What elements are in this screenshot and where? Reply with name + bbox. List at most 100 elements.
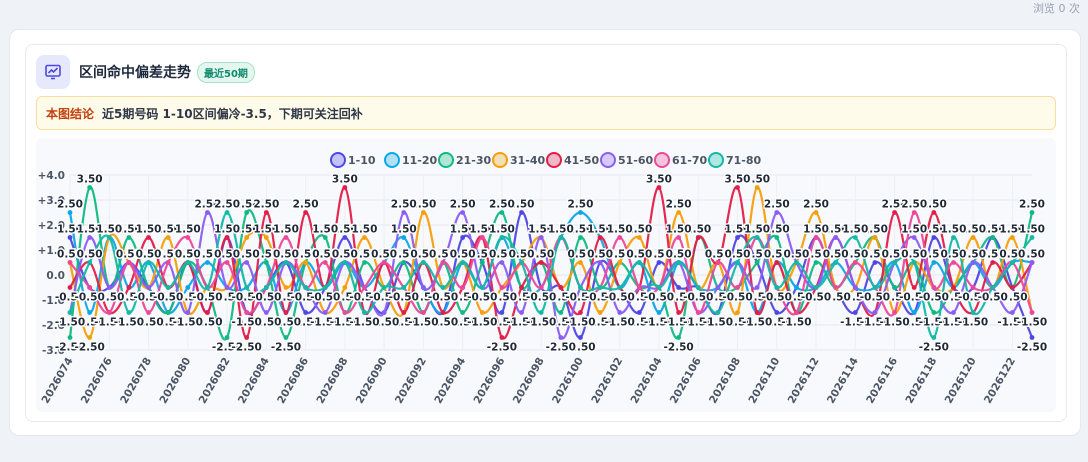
data-point [342,310,348,315]
data-label: -0.50 [349,292,379,304]
x-tick-label: 2026118 [903,356,939,406]
data-label: -1.50 [624,317,654,329]
data-label: 1.50 [842,224,868,236]
data-label: 1.50 [960,224,986,236]
data-point [303,310,308,315]
data-label: 1.50 [980,224,1006,236]
data-point [833,235,839,240]
data-label: -0.50 [133,292,163,304]
data-label: -0.50 [408,292,438,304]
data-label: -1.50 [722,317,752,329]
data-point [165,235,171,240]
data-point [244,235,250,240]
data-label: -0.50 [958,292,988,304]
data-label: -1.50 [585,317,615,329]
data-point [990,235,996,240]
data-point [735,185,740,190]
data-label: -0.50 [840,292,870,304]
data-point [440,310,446,315]
data-label: -2.50 [1017,342,1047,354]
data-point [519,210,524,215]
data-label: -0.50 [997,292,1027,304]
data-label: -1.50 [565,317,595,329]
data-label: 0.50 [450,249,476,261]
data-label: 1.50 [548,224,574,236]
data-label: -1.50 [448,317,478,329]
data-point [538,310,544,315]
data-label: -0.50 [585,292,615,304]
data-point [1009,260,1015,265]
data-label: 0.50 [764,249,790,261]
data-label: -0.50 [290,292,320,304]
data-point [165,310,171,315]
data-point [774,210,780,215]
data-point [283,235,289,240]
data-label: 1.50 [332,224,358,236]
data-point [165,285,171,290]
data-label: 2.50 [57,199,83,211]
data-label: 0.50 [528,249,554,261]
data-label: -1.50 [428,317,458,329]
data-label: -1.50 [55,317,85,329]
data-label: 0.50 [194,249,220,261]
data-label: 0.50 [116,249,142,261]
data-label: -1.50 [663,317,693,329]
data-label: 0.50 [842,249,868,261]
data-label: -0.50 [821,292,851,304]
data-label: -1.50 [310,317,340,329]
data-label: -1.50 [330,317,360,329]
data-label: -0.50 [173,292,203,304]
data-label: -0.50 [644,292,674,304]
x-tick-label: 2026110 [746,356,782,406]
data-label: 0.50 [999,249,1025,261]
data-label: 1.50 [155,224,181,236]
data-label: -0.50 [840,292,870,304]
data-label: 0.50 [823,249,849,261]
data-label: 0.50 [607,249,633,261]
data-label: 1.50 [666,224,692,236]
data-label: -1.50 [742,317,772,329]
data-label: -0.50 [663,292,693,304]
data-point [617,260,623,265]
data-point [381,285,387,290]
data-label: -1.50 [1017,317,1047,329]
data-label: 0.50 [116,249,142,261]
data-label: -0.50 [860,292,890,304]
data-point [558,335,564,340]
data-point [578,285,583,290]
data-point [656,185,662,190]
data-label: 0.50 [391,249,417,261]
data-label: 1.50 [450,224,476,236]
data-label: -0.50 [840,292,870,304]
data-label: -0.50 [762,292,792,304]
data-label: -1.50 [232,317,262,329]
data-label: -0.50 [506,292,536,304]
data-point [931,235,937,240]
card: 区间命中偏差走势 最近50期 本图结论 近5期号码 1-10区间偏冷-3.5，下… [9,29,1081,436]
data-point [224,335,230,340]
data-label: -1.50 [742,317,772,329]
data-label: 2.50 [293,199,319,211]
data-label: -0.50 [644,292,674,304]
data-label: 0.50 [842,249,868,261]
data-label: -0.50 [978,292,1008,304]
data-label: -0.50 [644,292,674,304]
data-point [656,260,662,265]
legend-label: 1-10 [348,154,376,167]
data-point [892,285,897,290]
data-point [87,285,93,290]
data-label: 0.50 [666,249,692,261]
data-point [303,210,308,215]
data-label: -1.50 [408,317,438,329]
data-label: -1.50 [899,317,929,329]
data-point [440,285,446,290]
data-label: 0.50 [371,249,397,261]
data-point [538,285,544,290]
data-label: 1.50 [234,224,260,236]
x-tick-label: 2026096 [472,355,508,405]
legend-marker [384,152,400,168]
data-point [342,260,348,265]
data-label: -0.50 [565,292,595,304]
data-point [67,335,73,340]
